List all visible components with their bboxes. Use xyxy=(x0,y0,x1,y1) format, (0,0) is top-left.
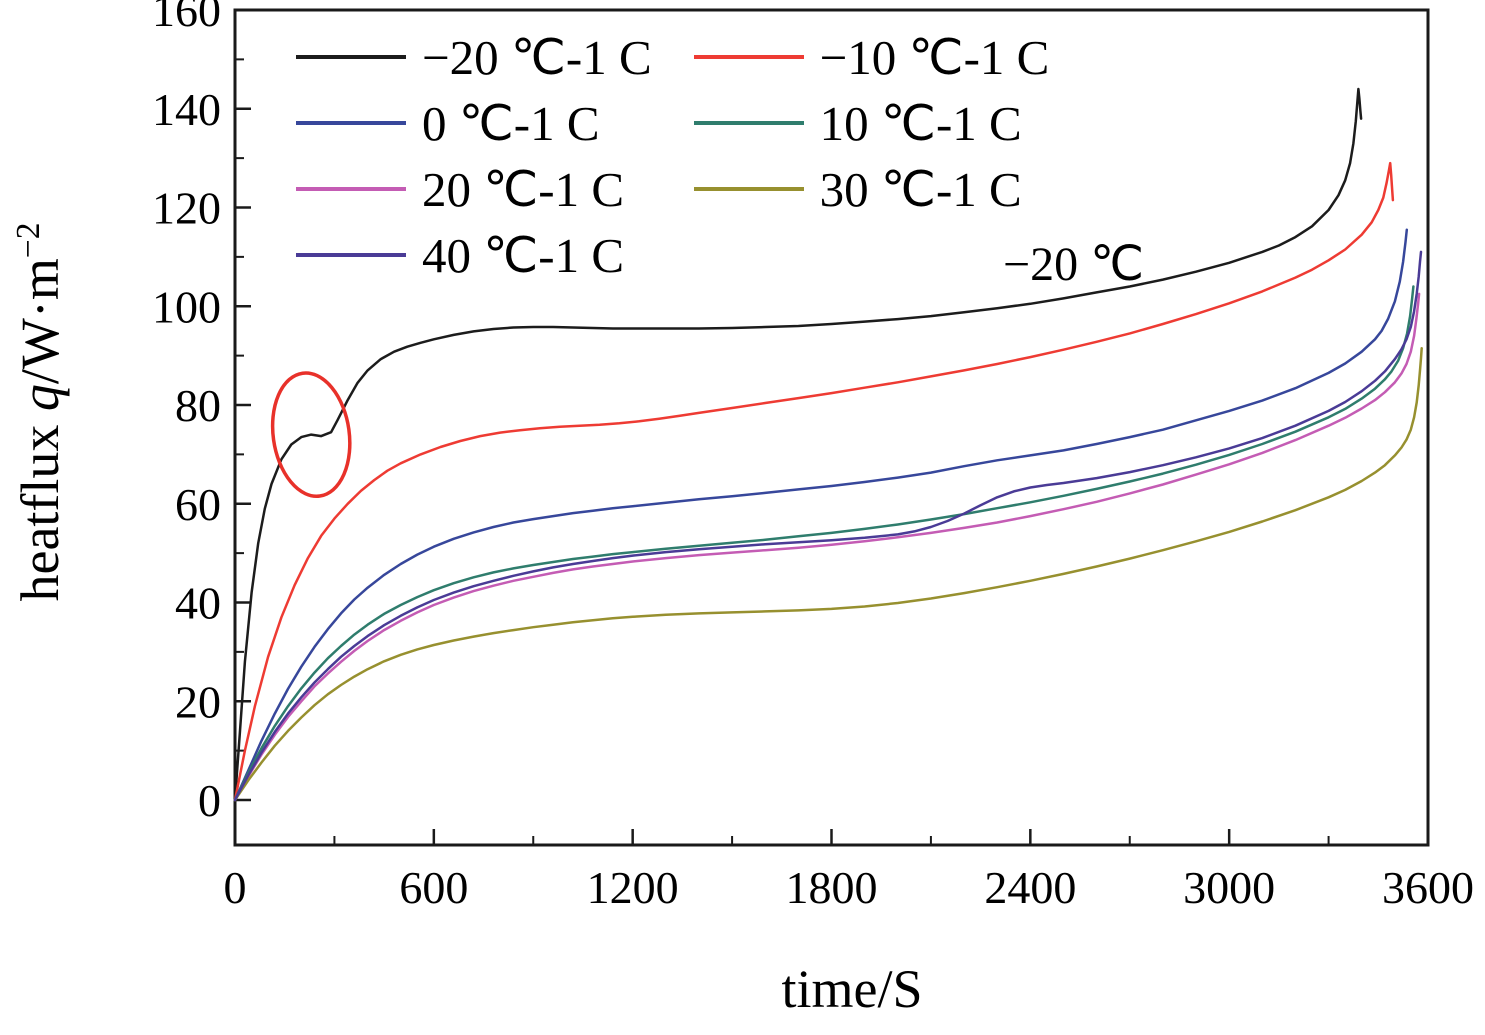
legend: −20 ℃-1 C −10 ℃-1 C 0 ℃-1 C 10 ℃-1 C 20 ℃-1 … xyxy=(296,26,1049,286)
series-p10 xyxy=(233,285,1415,802)
x-tick-label: 1200 xyxy=(587,862,679,913)
x-tick-label: 600 xyxy=(399,862,468,913)
legend-label: 40 ℃-1 C xyxy=(422,227,625,283)
y-tick-label: 20 xyxy=(175,676,221,727)
y-axis-variable: q xyxy=(10,384,70,412)
legend-label: 20 ℃-1 C xyxy=(422,161,625,217)
legend-item-p0: 0 ℃-1 C xyxy=(296,92,652,154)
series-p30 xyxy=(233,346,1423,802)
y-axis-unit-exponent: −2 xyxy=(10,222,47,259)
y-tick-label: 140 xyxy=(152,84,221,135)
legend-line-sample xyxy=(693,121,804,125)
legend-line-sample xyxy=(296,253,406,257)
legend-label: 10 ℃-1 C xyxy=(819,95,1022,151)
legend-line-sample xyxy=(296,187,406,191)
y-tick-label: 80 xyxy=(175,380,221,431)
legend-label: −20 ℃-1 C xyxy=(422,29,652,85)
y-tick-label: 120 xyxy=(152,183,221,234)
series-neg10 xyxy=(233,161,1395,802)
highlight-ellipse xyxy=(270,371,352,498)
x-tick-label: 3000 xyxy=(1183,862,1275,913)
series-p0 xyxy=(233,228,1409,802)
x-tick-label: 2400 xyxy=(984,862,1076,913)
y-tick-label: 100 xyxy=(152,281,221,332)
series-p20 xyxy=(233,292,1421,802)
legend-line-sample xyxy=(693,187,804,191)
x-axis-label: time/S xyxy=(781,959,923,1019)
y-tick-label: 40 xyxy=(175,578,221,629)
x-tick-label: 0 xyxy=(224,862,247,913)
x-tick-label: 1800 xyxy=(786,862,878,913)
y-axis-label: heatflux q/W·m−2 xyxy=(9,222,71,601)
curve-annotation: −20 ℃ xyxy=(1003,238,1144,291)
legend-label: 0 ℃-1 C xyxy=(422,95,600,151)
legend-item-p20: 20 ℃-1 C xyxy=(296,158,652,220)
series-p40 xyxy=(233,250,1423,802)
legend-line-sample xyxy=(296,121,406,125)
legend-line-sample xyxy=(296,55,406,59)
legend-line-sample xyxy=(693,55,804,59)
legend-label: 30 ℃-1 C xyxy=(819,161,1022,217)
legend-item-neg10: −10 ℃-1 C xyxy=(693,26,1050,88)
legend-label: −10 ℃-1 C xyxy=(819,29,1050,85)
legend-item-neg20: −20 ℃-1 C xyxy=(296,26,652,88)
y-axis-unit: /W·m xyxy=(10,258,70,385)
x-tick-label: 3600 xyxy=(1382,862,1474,913)
y-tick-label: 160 xyxy=(152,0,221,36)
legend-item-p40: 40 ℃-1 C xyxy=(296,224,652,286)
y-tick-label: 60 xyxy=(175,479,221,530)
series-neg20 xyxy=(233,87,1363,802)
y-tick-label: 0 xyxy=(198,775,221,826)
legend-item-p10: 10 ℃-1 C xyxy=(693,92,1050,154)
legend-item-p30: 30 ℃-1 C xyxy=(693,158,1050,220)
y-axis-label-text: heatflux xyxy=(10,411,70,602)
